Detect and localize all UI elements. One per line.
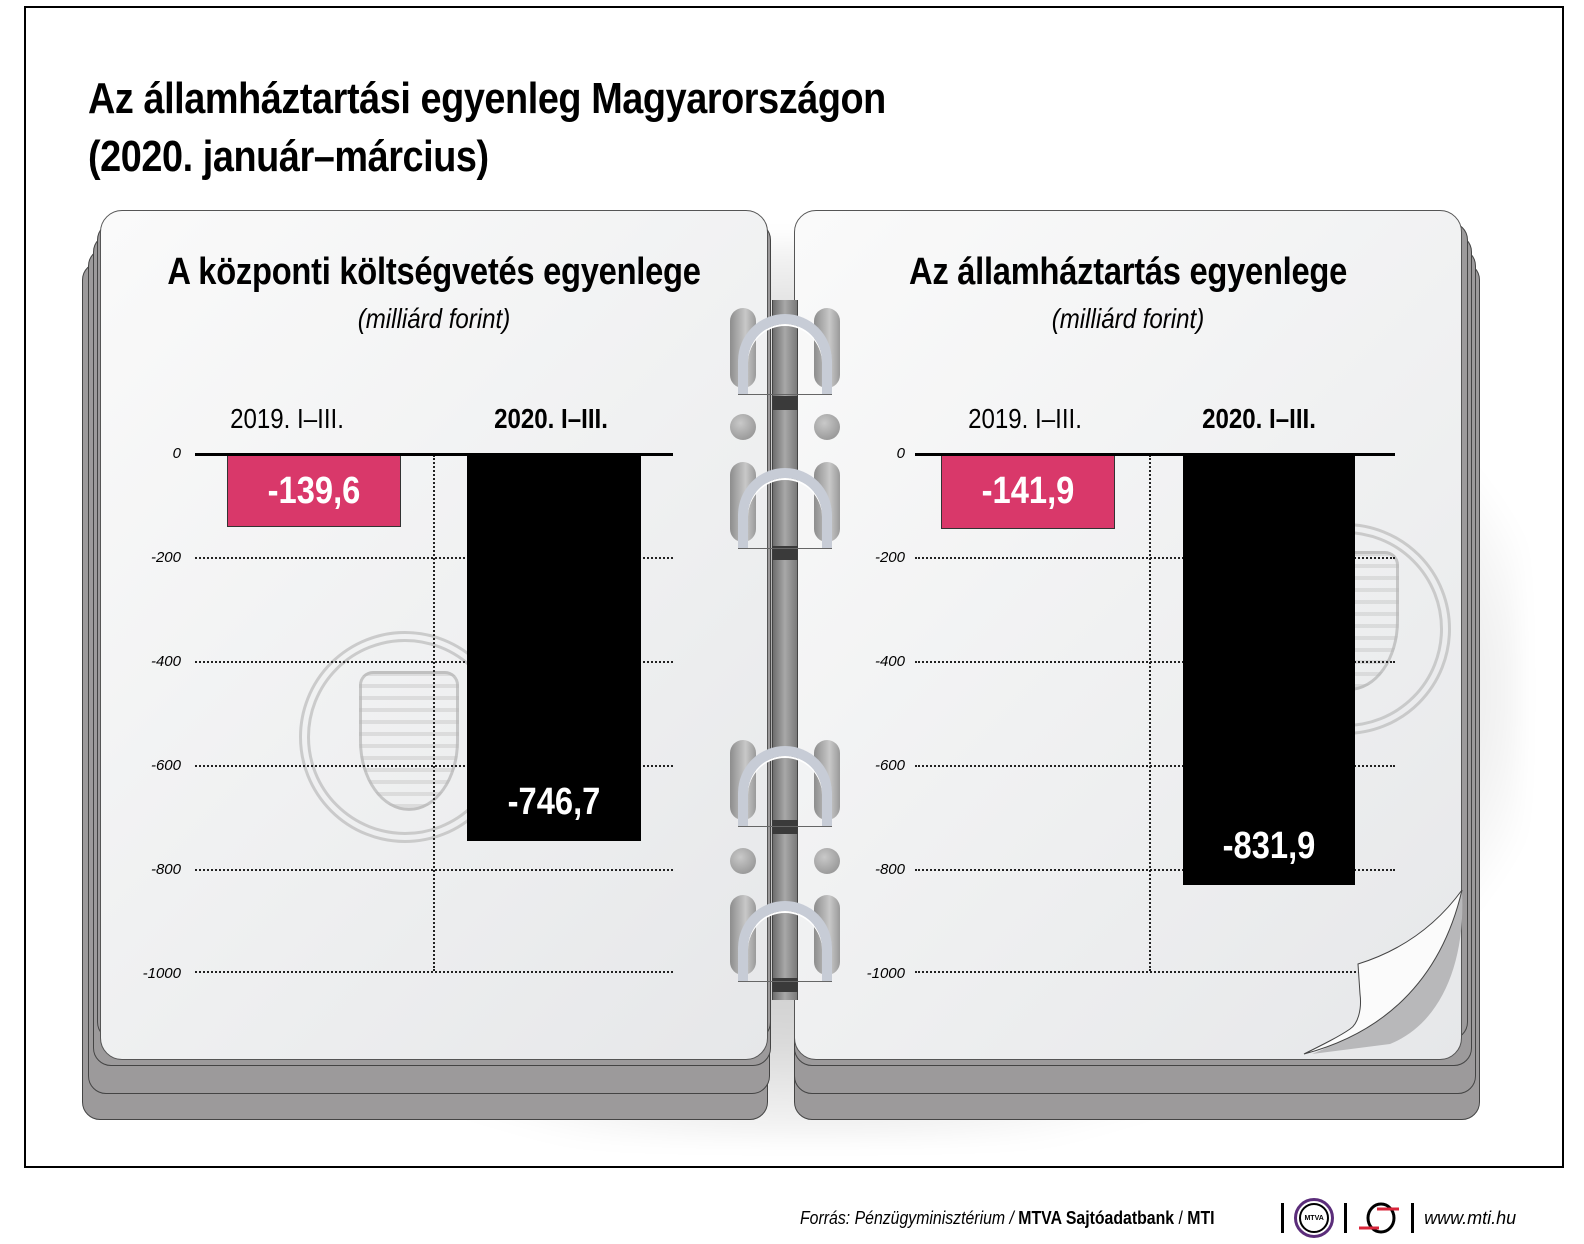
left-ytick-600: -600 — [150, 757, 181, 774]
right-bar-2019: -141,9 — [941, 455, 1115, 529]
mtva-logo-text: MTVA — [1299, 1203, 1330, 1233]
main-title-line1: Az államháztartási egyenleg Magyarország… — [88, 74, 886, 123]
left-chart-subtitle: (milliárd forint) — [357, 303, 511, 334]
left-ytick-400: -400 — [150, 653, 181, 670]
right-gridline-200 — [915, 557, 1395, 559]
right-category-2020: 2020. I–III. — [1202, 403, 1316, 434]
footer: Forrás: Pénzügyminisztérium / MTVA Sajtó… — [800, 1198, 1516, 1238]
right-chart-page: Az államháztartás egyenlege (milliárd fo… — [794, 210, 1462, 1060]
footer-divider — [1411, 1203, 1415, 1233]
page-curl-icon — [1303, 889, 1463, 1055]
left-gridline-1000 — [195, 971, 673, 973]
right-zero-axis — [915, 453, 1395, 456]
right-gridline-400 — [915, 661, 1395, 663]
left-chart-title: A központi költségvetés egyenlege — [167, 251, 701, 293]
right-gridline-1000 — [915, 971, 1395, 973]
right-ytick-0: 0 — [896, 445, 905, 462]
right-chart-title: Az államháztartás egyenlege — [908, 251, 1348, 293]
right-bar-2020-value: -831,9 — [1222, 825, 1316, 867]
right-category-2019: 2019. I–III. — [968, 403, 1082, 434]
right-bar-2020: -831,9 — [1183, 455, 1355, 885]
source-bold: MTVA Sajtóadatbank — [1018, 1207, 1175, 1228]
left-chart-page: A központi költségvetés egyenlege (milli… — [100, 210, 768, 1060]
spine-band — [772, 396, 798, 410]
source-mti: MTI — [1187, 1207, 1215, 1228]
punch-hole-icon — [814, 414, 840, 440]
left-category-2019: 2019. I–III. — [230, 403, 344, 434]
main-title: Az államháztartási egyenleg Magyarország… — [88, 70, 886, 186]
right-chart-subtitle: (milliárd forint) — [1051, 303, 1205, 334]
left-ytick-1000: -1000 — [142, 965, 181, 982]
right-ytick-800: -800 — [874, 861, 905, 878]
mtva-logo-icon: MTVA — [1294, 1198, 1335, 1238]
right-bar-2019-value: -141,9 — [981, 470, 1075, 512]
footer-divider — [1281, 1203, 1285, 1233]
binder-ring-icon — [730, 895, 840, 981]
notebook-spine — [772, 300, 798, 1000]
footer-divider — [1344, 1203, 1348, 1233]
right-vertical-gridline — [1149, 455, 1151, 971]
binder-ring-icon — [730, 308, 840, 394]
right-gridline-800 — [915, 869, 1395, 871]
left-vertical-gridline — [433, 455, 435, 971]
spine-band — [772, 546, 798, 560]
right-ytick-200: -200 — [874, 549, 905, 566]
left-zero-axis — [195, 453, 673, 456]
left-category-2020: 2020. I–III. — [494, 403, 608, 434]
source-separator: / — [1174, 1207, 1188, 1228]
spine-band — [772, 978, 798, 992]
source-credit: Forrás: Pénzügyminisztérium / MTVA Sajtó… — [800, 1208, 1215, 1229]
left-bar-2020-value: -746,7 — [507, 781, 601, 823]
left-ytick-200: -200 — [150, 549, 181, 566]
right-gridline-600 — [915, 765, 1395, 767]
main-title-line2: (2020. január–március) — [88, 132, 489, 181]
right-ytick-400: -400 — [874, 653, 905, 670]
left-bar-2019-value: -139,6 — [267, 470, 361, 512]
website-url[interactable]: www.mti.hu — [1424, 1207, 1517, 1228]
left-ytick-800: -800 — [150, 861, 181, 878]
left-bar-2019: -139,6 — [227, 455, 401, 527]
binder-ring-icon — [730, 462, 840, 548]
source-prefix: Forrás: Pénzügyminisztérium / — [800, 1207, 1019, 1228]
left-bar-2020: -746,7 — [467, 455, 641, 841]
mti-logo-icon — [1359, 1202, 1400, 1234]
right-ytick-1000: -1000 — [866, 965, 905, 982]
left-ytick-0: 0 — [172, 445, 181, 462]
right-ytick-600: -600 — [874, 757, 905, 774]
punch-hole-icon — [814, 848, 840, 874]
punch-hole-icon — [730, 848, 756, 874]
binder-ring-icon — [730, 740, 840, 826]
coat-of-arms-shield-icon — [359, 671, 459, 811]
punch-hole-icon — [730, 414, 756, 440]
